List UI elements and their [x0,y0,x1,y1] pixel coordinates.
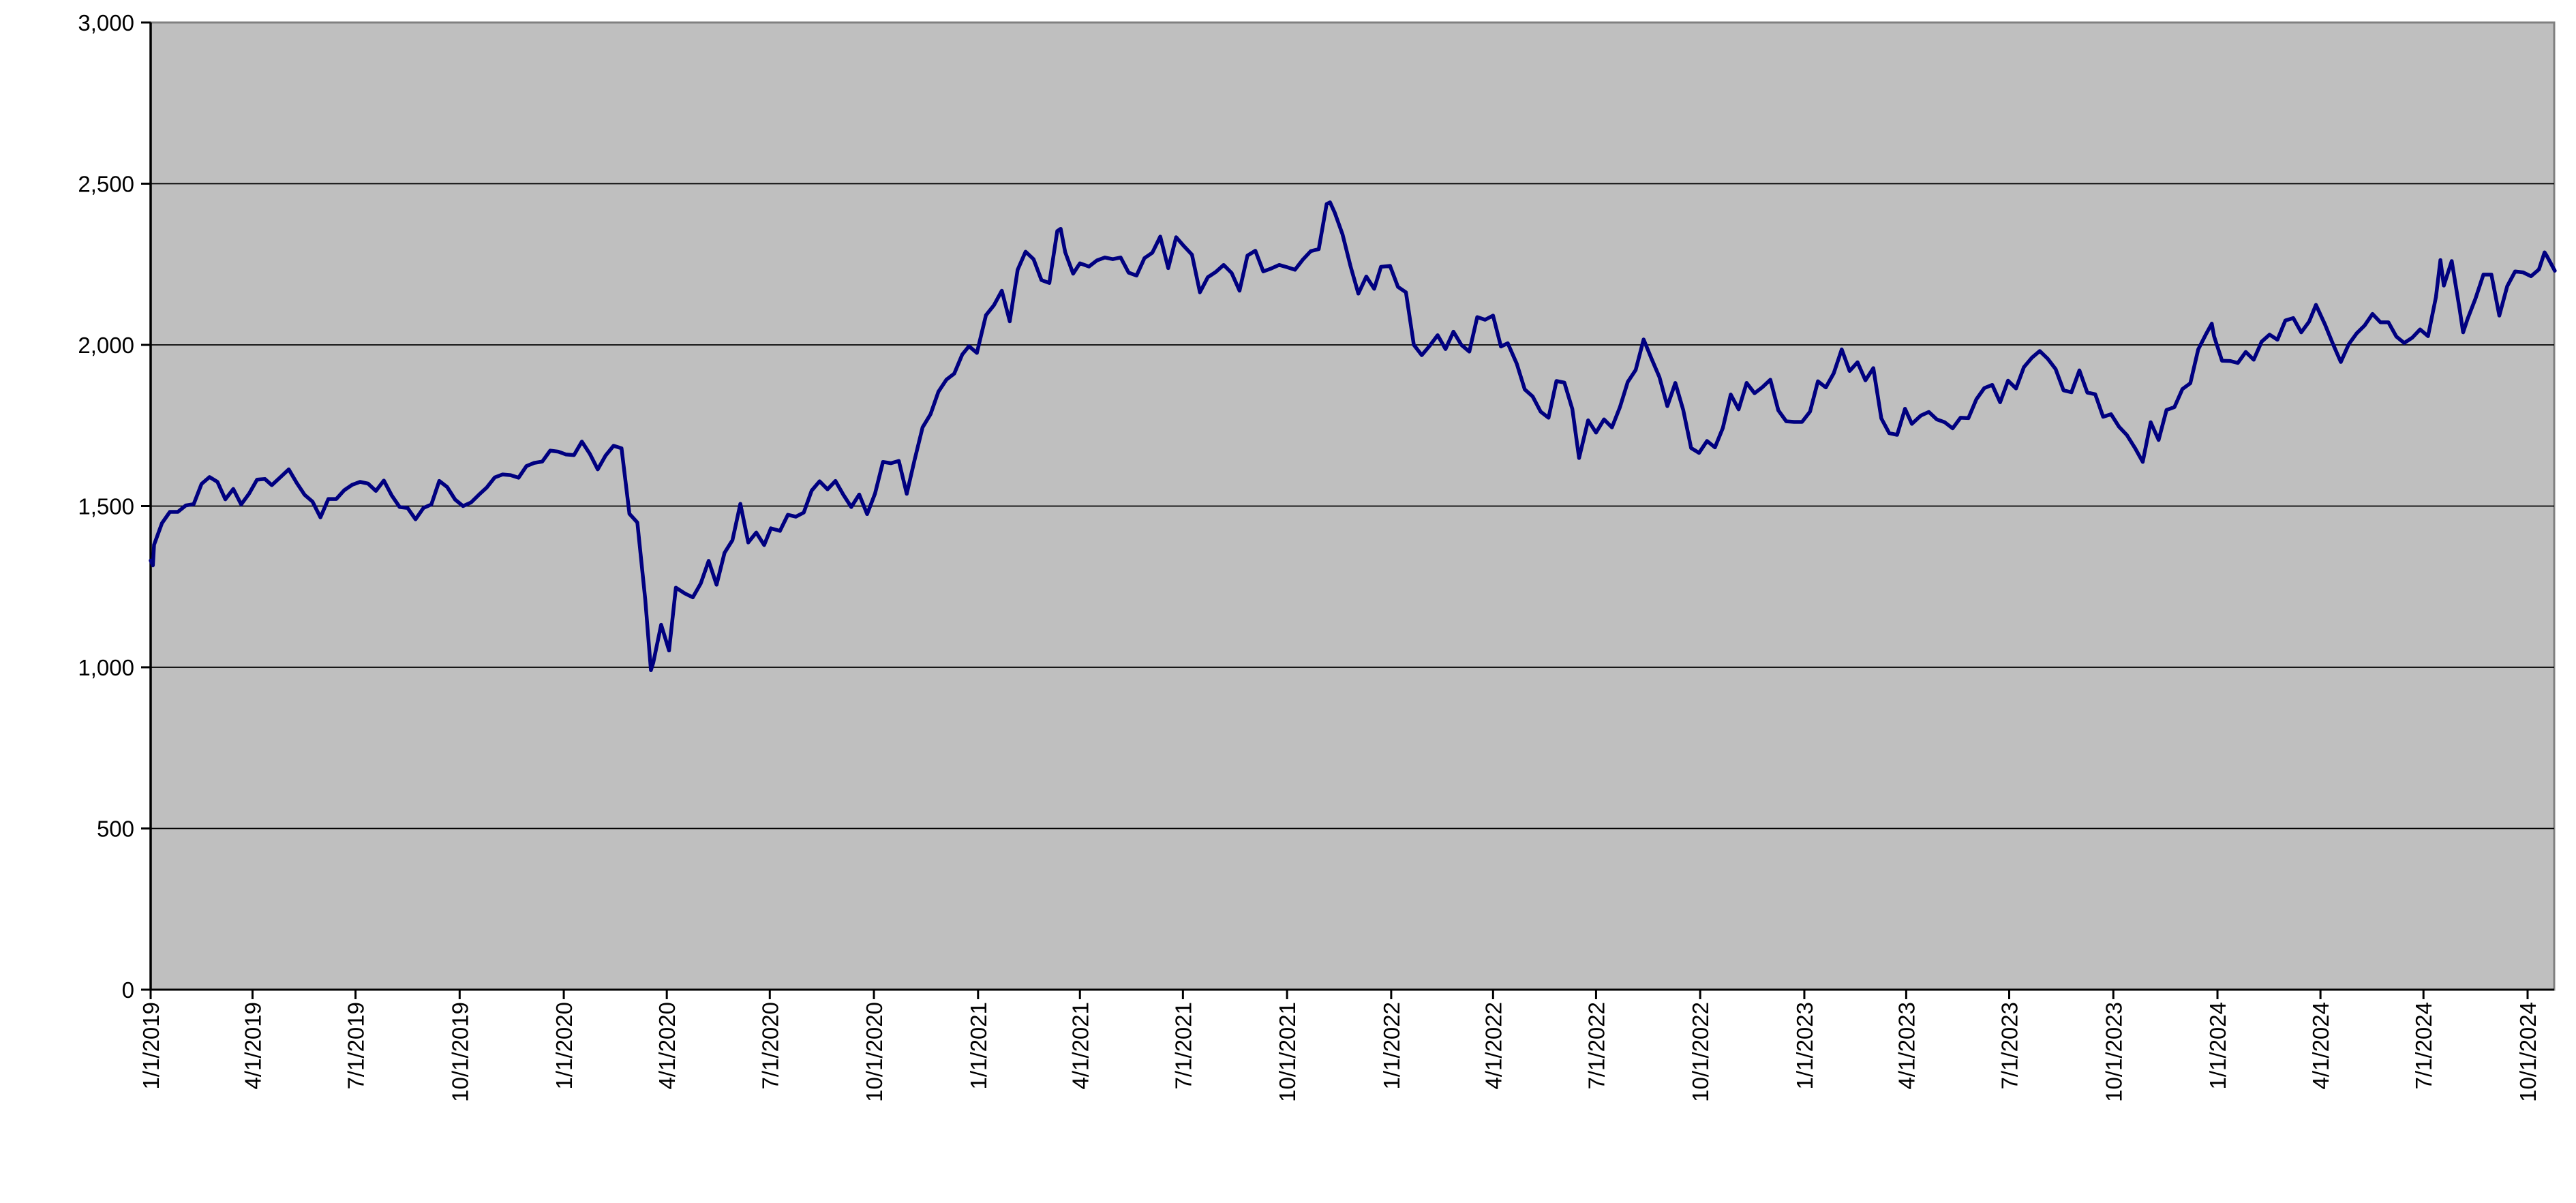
x-tick-label: 7/1/2023 [1997,1002,2022,1089]
y-tick-label: 3,000 [78,10,134,35]
x-tick-label: 7/1/2024 [2411,1002,2436,1089]
price-line [149,200,2557,673]
x-tick-label: 4/1/2022 [1481,1002,1506,1089]
y-tick-label: 500 [97,817,134,842]
x-tick-label: 1/1/2024 [2205,1002,2230,1089]
x-tick-label: 1/1/2022 [1379,1002,1404,1089]
x-tick-label: 4/1/2021 [1067,1002,1093,1089]
x-tick-label: 1/1/2019 [138,1002,164,1089]
x-tick-label: 7/1/2020 [757,1002,783,1089]
gridlines [151,183,2554,829]
y-axis-labels: 0 500 1,000 1,500 2,000 2,500 3,000 [78,10,134,1003]
y-tick-label: 2,000 [78,333,134,358]
x-tick-label: 4/1/2024 [2308,1002,2333,1089]
y-tick-label: 1,000 [78,655,134,680]
x-tick-label: 4/1/2019 [240,1002,265,1089]
x-tick-label: 1/1/2023 [1792,1002,1817,1089]
x-tick-label: 1/1/2021 [966,1002,991,1089]
y-axis-ticks [141,21,151,991]
x-tick-label: 10/1/2021 [1275,1002,1300,1102]
x-tick-label: 7/1/2021 [1170,1002,1196,1089]
y-tick-label: 2,500 [78,172,134,197]
x-tick-label: 10/1/2022 [1688,1002,1713,1102]
x-tick-label: 4/1/2020 [654,1002,680,1089]
x-tick-label: 10/1/2024 [2515,1002,2541,1102]
x-tick-label: 7/1/2022 [1584,1002,1609,1089]
x-axis-labels: 1/1/2019 4/1/2019 7/1/2019 10/1/2019 1/1/202… [138,1002,2541,1102]
x-tick-label: 7/1/2019 [344,1002,369,1089]
x-tick-label: 10/1/2019 [447,1002,472,1102]
y-tick-label: 0 [122,977,134,1003]
x-tick-label: 1/1/2020 [551,1002,577,1089]
y-tick-label: 1,500 [78,494,134,519]
x-tick-label: 10/1/2023 [2101,1002,2126,1102]
x-axis-ticks [149,990,2529,999]
x-tick-label: 4/1/2023 [1894,1002,1919,1089]
x-tick-label: 10/1/2020 [862,1002,887,1102]
